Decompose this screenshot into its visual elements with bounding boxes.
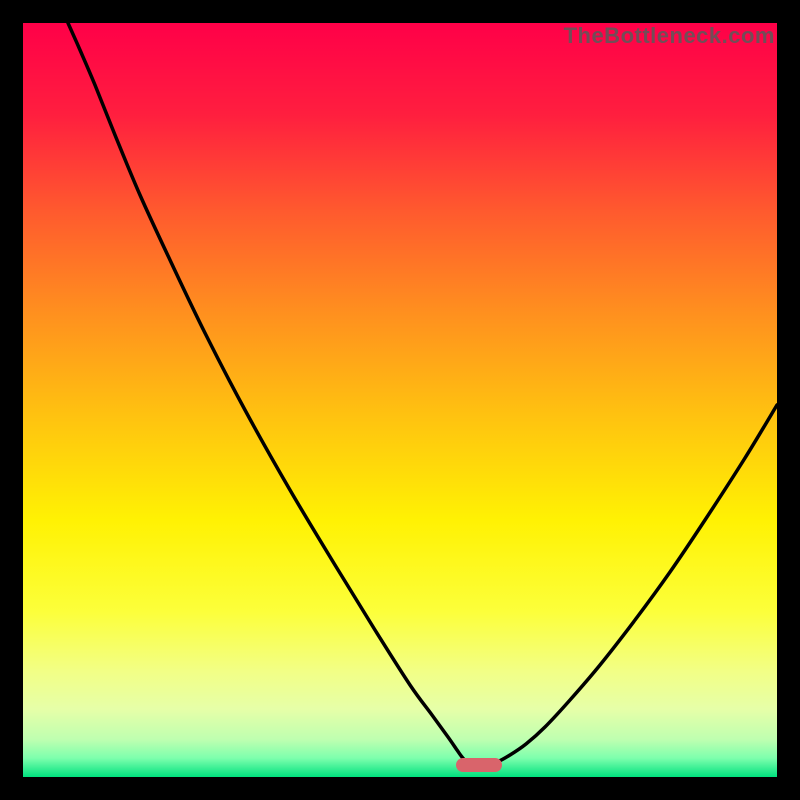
chart-container: TheBottleneck.com (0, 0, 800, 800)
watermark-text: TheBottleneck.com (564, 23, 775, 49)
optimal-marker (456, 758, 502, 772)
plot-area: TheBottleneck.com (23, 23, 777, 777)
bottleneck-curve (23, 23, 777, 777)
